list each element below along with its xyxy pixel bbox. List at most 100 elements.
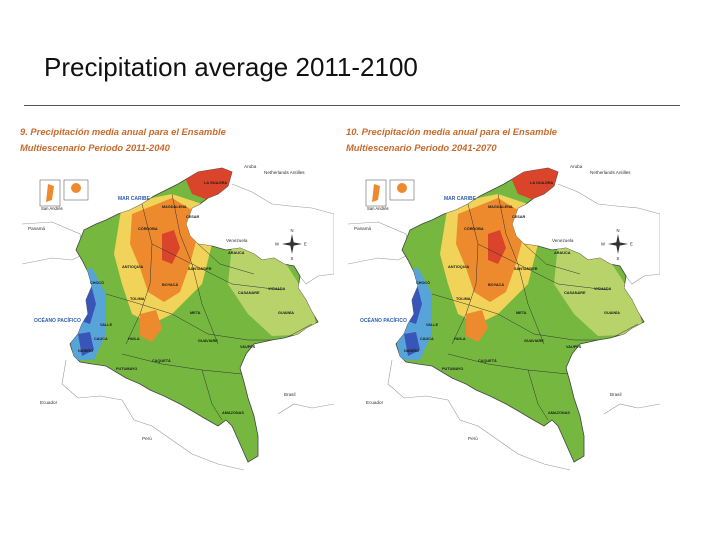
panel-title: 9. Precipitación media anual para el Ens… <box>20 124 226 156</box>
department-label-guaviare: GUAVIARE <box>198 339 218 343</box>
panel-title-line2: Multiescenario Periodo 2011-2040 <box>20 142 170 153</box>
inset-island-providencia <box>397 183 407 193</box>
department-label-meta: META <box>516 311 527 315</box>
inset-island-san-andres <box>372 184 380 202</box>
department-label-narino: NARIÑO <box>404 348 419 353</box>
venezuela-outline <box>557 183 660 285</box>
department-label-valle: VALLE <box>426 323 439 327</box>
department-border <box>527 369 549 421</box>
department-border <box>125 203 153 345</box>
department-label-guainia: GUAINÍA <box>278 310 294 315</box>
department-label-valle: VALLE <box>100 323 113 327</box>
department-label-narino: NARIÑO <box>78 348 93 353</box>
panel-title-line2: Multiescenario Periodo 2041-2070 <box>346 142 497 153</box>
department-label-vichada: VICHADA <box>268 287 286 291</box>
department-border <box>201 369 223 421</box>
department-label-magdalena: MAGDALENA <box>488 205 513 209</box>
compass-e: E <box>630 242 633 247</box>
south-border-outline <box>387 359 571 471</box>
department-label-tolima: TOLIMA <box>456 297 471 301</box>
panel-title: 10. Precipitación media anual para el En… <box>346 124 557 156</box>
department-label-guainia: GUAINÍA <box>604 310 620 315</box>
department-label-antioquia: ANTIOQUIA <box>448 265 470 269</box>
department-label-cesar: CESAR <box>186 215 200 219</box>
panel-title-line1: 9. Precipitación media anual para el Ens… <box>20 126 226 137</box>
south-border-outline <box>61 359 245 471</box>
sea-label-caribbean: MAR CARIBE <box>118 196 151 202</box>
department-label-choco: CHOCÓ <box>416 280 430 285</box>
venezuela-outline <box>231 183 334 285</box>
slide-title: Precipitation average 2011-2100 <box>44 52 418 82</box>
country-label-antilles: Netherlands Antilles <box>590 170 631 175</box>
sea-label-pacific: OCÉANO PACÍFICO <box>34 316 81 324</box>
compass-w: W <box>275 242 279 247</box>
department-label-casanare: CASANARE <box>238 291 260 295</box>
department-label-caqueta: CAQUETÁ <box>478 358 497 363</box>
country-label-antilles: Netherlands Antilles <box>264 170 305 175</box>
zone-light-green <box>228 244 318 336</box>
country-label-panama: Panamá <box>354 226 372 231</box>
department-label-cauca: CAUCA <box>94 337 108 341</box>
department-label-choco: CHOCÓ <box>90 280 104 285</box>
sea-label-caribbean: MAR CARIBE <box>444 196 477 202</box>
department-label-putumayo: PUTUMAYO <box>116 367 137 371</box>
department-label-vichada: VICHADA <box>594 287 612 291</box>
inset-island-providencia <box>71 183 81 193</box>
department-label-cauca: CAUCA <box>420 337 434 341</box>
compass-s: S <box>291 256 294 261</box>
department-label-guajira: LA GUAJIRA <box>530 181 553 185</box>
department-label-arauca: ARAUCA <box>554 251 571 255</box>
department-label-huila: HUILA <box>454 337 466 341</box>
panel-title-line1: 10. Precipitación media anual para el En… <box>346 126 558 137</box>
department-label-caqueta: CAQUETÁ <box>152 358 171 363</box>
department-label-amazonas: AMAZONAS <box>222 411 244 415</box>
precipitation-map: Aruba Netherlands Antilles MAR CARIBE Panam… <box>348 164 660 471</box>
department-label-arauca: ARAUCA <box>228 251 245 255</box>
department-label-vaupes: VAUPÉS <box>240 344 256 349</box>
zone-orange-south <box>466 310 488 342</box>
compass-s: S <box>617 256 620 261</box>
department-label-antioquia: ANTIOQUIA <box>122 265 144 269</box>
brasil-outline <box>603 403 660 415</box>
inset-island-san-andres <box>46 184 54 202</box>
department-label-casanare: CASANARE <box>564 291 586 295</box>
country-label-aruba: Aruba <box>570 164 583 169</box>
country-label-brasil: Brasil <box>284 392 296 397</box>
department-border <box>477 243 609 291</box>
department-label-magdalena: MAGDALENA <box>162 205 187 209</box>
sea-label-pacific: OCÉANO PACÍFICO <box>360 316 407 324</box>
department-border <box>447 353 569 375</box>
department-label-cordoba: CÓRDOBA <box>138 226 158 231</box>
department-label-cordoba: CÓRDOBA <box>464 226 484 231</box>
country-label-brasil: Brasil <box>610 392 622 397</box>
map-panel-2041-2070: 10. Precipitación media anual para el En… <box>344 118 662 476</box>
compass-icon: N S E W <box>275 228 307 261</box>
country-label-aruba: Aruba <box>244 164 257 169</box>
department-border <box>451 203 479 345</box>
department-label-guajira: LA GUAJIRA <box>204 181 227 185</box>
department-label-tolima: TOLIMA <box>130 297 145 301</box>
compass-w: W <box>601 242 605 247</box>
department-label-guaviare: GUAVIARE <box>524 339 544 343</box>
brasil-outline <box>277 403 334 415</box>
zone-wet-narino <box>78 332 94 356</box>
country-label-venezuela: Venezuela <box>226 238 248 243</box>
department-border <box>105 293 249 341</box>
country-label-peru: Perú <box>142 436 152 441</box>
compass-icon: N S E W <box>601 228 633 261</box>
map-panel-2011-2040: 9. Precipitación media anual para el Ens… <box>18 118 336 476</box>
country-label-peru: Perú <box>468 436 478 441</box>
department-label-boyaca: BOYACÁ <box>162 282 178 287</box>
compass-n: N <box>291 228 294 233</box>
title-divider <box>24 105 680 106</box>
country-label-ecuador: Ecuador <box>366 400 384 405</box>
department-border <box>121 353 243 375</box>
country-label-panama: Panamá <box>28 226 46 231</box>
precipitation-map: Aruba Netherlands Antilles MAR CARIBE Panam… <box>22 164 334 471</box>
department-border <box>151 243 283 291</box>
inset-label-san-andres: San Andrés <box>367 206 389 211</box>
department-label-santander: SANTANDER <box>188 267 212 271</box>
zone-light-green <box>554 244 644 336</box>
department-label-boyaca: BOYACÁ <box>488 282 504 287</box>
country-label-venezuela: Venezuela <box>552 238 574 243</box>
